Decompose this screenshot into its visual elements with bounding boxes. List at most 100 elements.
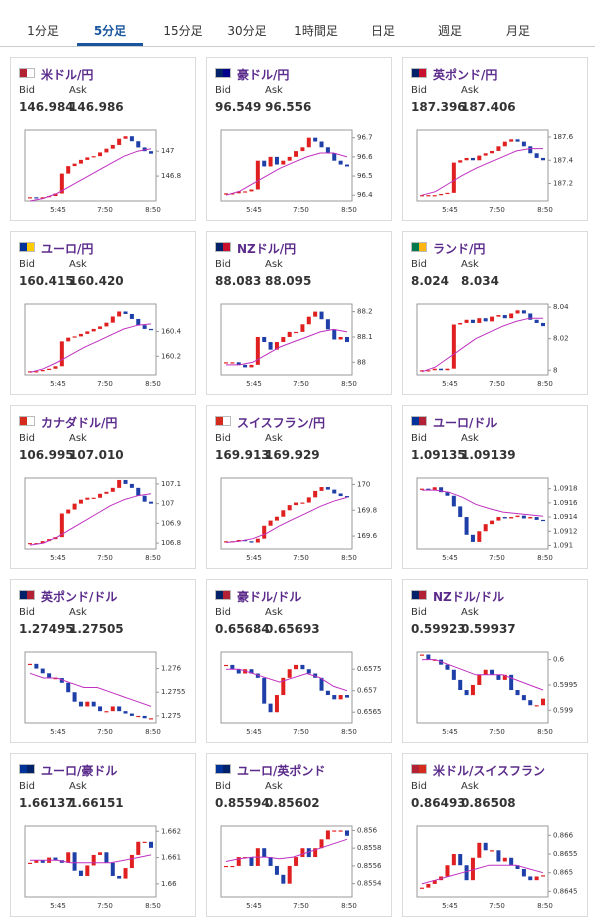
- candle: [294, 857, 299, 866]
- ask-value: 0.65693: [265, 622, 320, 636]
- rate-card[interactable]: ユーロ/豪ドル Bid Ask 1.66137 1.66151 1.66 1.661 1.66…: [10, 753, 196, 917]
- candle: [53, 366, 58, 369]
- candle: [274, 695, 279, 713]
- candle: [541, 157, 545, 161]
- candle: [515, 139, 520, 142]
- candle: [534, 705, 539, 707]
- candle: [149, 328, 153, 331]
- candle: [110, 706, 115, 712]
- x-tick-label: 8:50: [537, 728, 553, 736]
- pair-name: ユーロ/豪ドル: [41, 764, 118, 778]
- candle: [123, 711, 128, 714]
- ask-value: 1.66151: [69, 796, 124, 810]
- tab[interactable]: 日足: [370, 24, 396, 38]
- candle: [53, 857, 58, 861]
- tab[interactable]: 15分足: [163, 24, 203, 38]
- candle: [313, 137, 318, 142]
- ask-value: 1.09139: [461, 448, 516, 462]
- rate-card[interactable]: 豪ドル/ドル Bid Ask 0.65684 0.65693 0.6565 0.657 0.6…: [206, 579, 392, 743]
- candle: [255, 336, 260, 365]
- candle: [104, 711, 109, 713]
- x-tick-label: 8:50: [145, 206, 161, 214]
- candle: [262, 160, 267, 167]
- mini-chart: 146.8 147 5:45 7:50 8:50: [24, 129, 181, 214]
- y-tick-label: 1.66: [161, 880, 177, 888]
- rate-card[interactable]: ユーロ/英ポンド Bid Ask 0.85594 0.85602 0.8554 0.8556…: [206, 753, 392, 917]
- rate-card[interactable]: 英ポンド/円 Bid Ask 187.396 187.406 187.2 187.4 187.…: [402, 57, 588, 221]
- pair-name: ユーロ/ドル: [433, 416, 498, 430]
- rate-card[interactable]: 英ポンド/ドル Bid Ask 1.27495 1.27505 1.275 1.2755 1.…: [10, 579, 196, 743]
- flag-icon: [411, 590, 427, 600]
- rate-card[interactable]: スイスフラン/円 Bid Ask 169.913 169.929 169.6 169.8 17…: [206, 405, 392, 569]
- y-tick-label: 96.6: [357, 153, 373, 161]
- tab[interactable]: 週足: [437, 24, 463, 38]
- ask-label: Ask: [69, 607, 87, 618]
- candle: [541, 875, 545, 877]
- candle: [224, 664, 228, 667]
- plot-frame: [220, 651, 353, 724]
- x-tick-label: 7:50: [97, 206, 113, 214]
- mini-chart: 160.2 160.4 5:45 7:50 8:50: [24, 303, 182, 388]
- tab[interactable]: 1時間足: [294, 24, 338, 38]
- y-tick-label: 0.6: [553, 656, 565, 664]
- candle: [243, 364, 248, 368]
- candle: [502, 674, 507, 680]
- candle: [123, 136, 128, 139]
- candle: [345, 336, 349, 343]
- tab[interactable]: 30分足: [227, 24, 267, 38]
- ask-value: 107.010: [69, 448, 124, 462]
- rate-card[interactable]: NZドル/円 Bid Ask 88.083 88.095 88 88.1 88.2 5:45 7:…: [206, 231, 392, 395]
- rate-card[interactable]: NZドル/ドル Bid Ask 0.59923 0.59937 0.599 0.5995 0.…: [402, 579, 588, 743]
- candle: [136, 318, 141, 326]
- rate-card[interactable]: ランド/円 Bid Ask 8.024 8.034 8 8.02 8.04 5:45 7:50 8:…: [402, 231, 588, 395]
- bid-value: 88.083: [215, 274, 262, 288]
- y-tick-label: 187.6: [553, 133, 574, 141]
- rate-card[interactable]: 豪ドル/円 Bid Ask 96.549 96.556 96.4 96.5 96.6 96.7 5…: [206, 57, 392, 221]
- candle: [451, 854, 456, 866]
- tab[interactable]: 1分足: [27, 24, 59, 38]
- candle: [255, 538, 260, 543]
- mini-chart: 1.275 1.2755 1.276 5:45 7:50 8:50: [24, 651, 186, 736]
- rate-card[interactable]: ユーロ/ドル Bid Ask 1.09135 1.09139 1.091 1.0912 1.0…: [402, 405, 588, 569]
- x-tick-label: 5:45: [246, 206, 262, 214]
- moving-average: [30, 854, 152, 864]
- flag-icon: [19, 416, 35, 426]
- rate-card[interactable]: カナダドル/円 Bid Ask 106.995 107.010 106.8 106.9 107…: [10, 405, 196, 569]
- candle: [445, 492, 450, 496]
- candle: [47, 368, 52, 371]
- candle: [281, 510, 286, 517]
- candle: [445, 865, 450, 877]
- candle: [483, 842, 488, 851]
- candle: [34, 197, 39, 199]
- rate-card[interactable]: 米ドル/スイスフラン Bid Ask 0.86493 0.86508 0.8645 0.86…: [402, 753, 588, 917]
- candle: [91, 328, 96, 332]
- y-tick-label: 88.1: [357, 333, 373, 341]
- candle: [332, 489, 337, 494]
- candle: [243, 191, 248, 193]
- plot-frame: [24, 129, 157, 202]
- candle: [515, 310, 520, 314]
- candle: [78, 701, 83, 707]
- candle: [464, 690, 469, 696]
- bid-value: 0.59923: [411, 622, 466, 636]
- bid-label: Bid: [19, 607, 35, 618]
- candle: [490, 520, 495, 525]
- bid-value: 1.27495: [19, 622, 74, 636]
- candle: [477, 531, 482, 542]
- rate-card[interactable]: 米ドル/円 Bid Ask 146.984 146.986 146.8 147 5:45 7:5…: [10, 57, 196, 221]
- candle: [445, 368, 450, 371]
- y-tick-label: 0.866: [553, 831, 574, 839]
- candle: [490, 669, 495, 675]
- rate-card[interactable]: ユーロ/円 Bid Ask 160.415 160.420 160.2 160.4 5:45 7…: [10, 231, 196, 395]
- tab[interactable]: 5分足: [93, 24, 127, 38]
- y-tick-label: 8.02: [553, 335, 569, 343]
- ask-value: 169.929: [265, 448, 320, 462]
- candle: [325, 487, 330, 490]
- plot-frame: [220, 477, 353, 550]
- candle: [490, 850, 495, 852]
- candle: [458, 679, 463, 691]
- candle: [521, 141, 526, 147]
- tab[interactable]: 月足: [505, 24, 531, 38]
- x-tick-label: 5:45: [442, 554, 458, 562]
- y-tick-label: 96.5: [357, 172, 373, 180]
